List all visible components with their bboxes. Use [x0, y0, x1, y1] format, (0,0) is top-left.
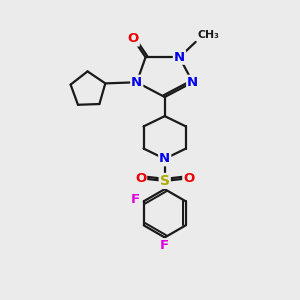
- Text: N: N: [174, 51, 185, 64]
- Text: F: F: [131, 193, 140, 206]
- Text: F: F: [160, 239, 169, 252]
- Text: O: O: [128, 32, 139, 46]
- Text: N: N: [187, 76, 198, 89]
- Text: N: N: [131, 76, 142, 89]
- Text: S: S: [160, 174, 170, 188]
- Text: CH₃: CH₃: [197, 30, 219, 40]
- Text: O: O: [183, 172, 194, 185]
- Text: O: O: [135, 172, 146, 185]
- Text: N: N: [159, 152, 170, 165]
